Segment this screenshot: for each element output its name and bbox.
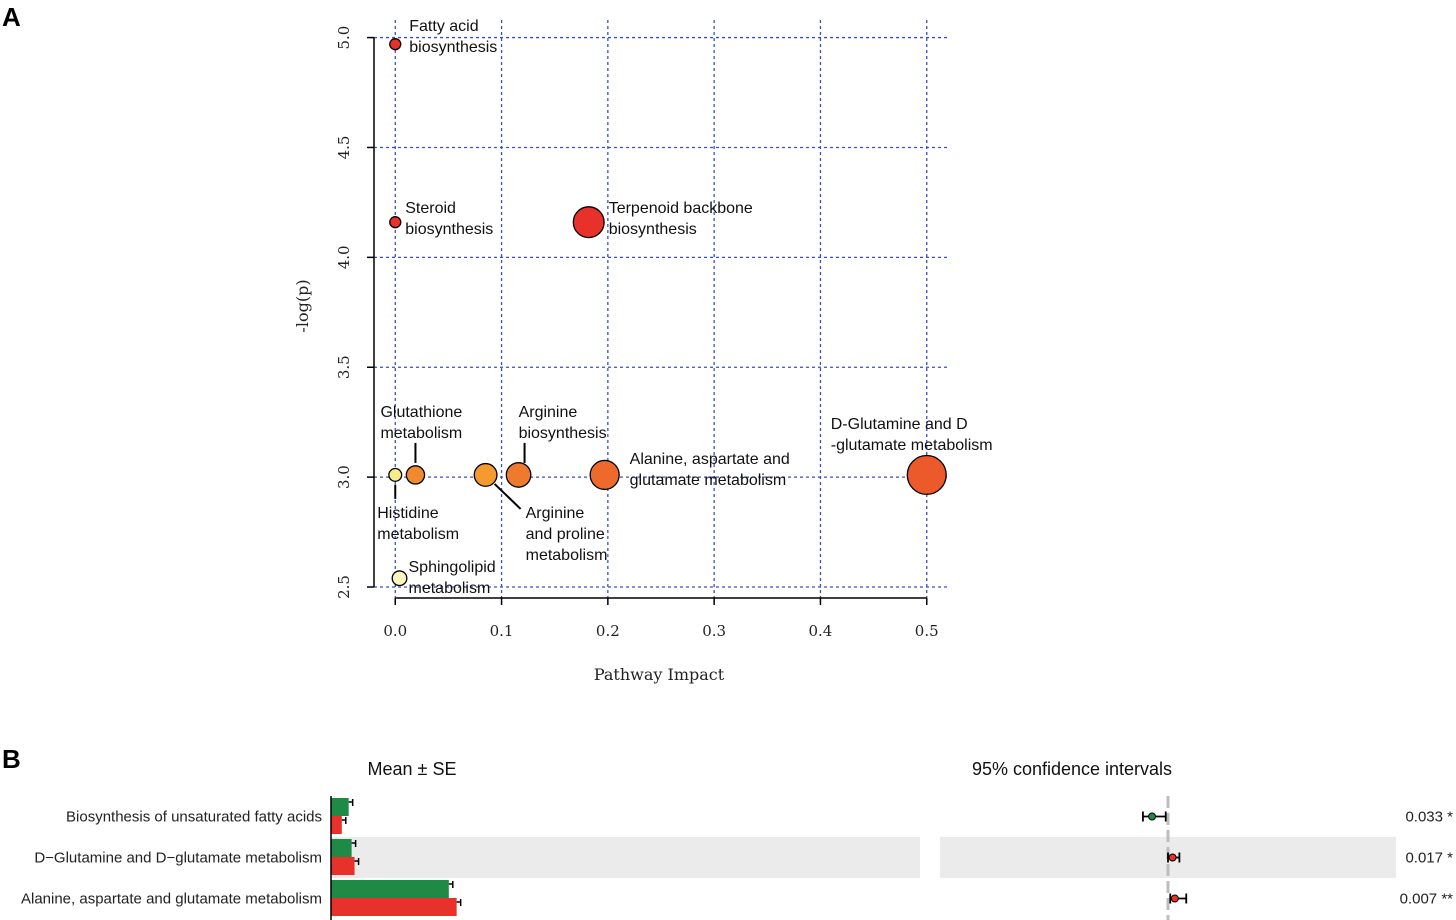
- row-label: Biosynthesis of unsaturated fatty acids: [66, 809, 322, 826]
- bubble-label: Alanine, aspartate and glutamate metaboli…: [630, 451, 790, 489]
- ci-point: [1168, 853, 1177, 862]
- row-label: D−Glutamine and D−glutamate metabolism: [34, 850, 322, 867]
- bubble-label-line: Terpenoid backbone: [609, 200, 753, 217]
- y-tick-label: 4.0: [335, 245, 353, 269]
- bubble-label-line: biosynthesis: [519, 425, 607, 442]
- bubble-label-line: metabolism: [409, 580, 491, 597]
- bubble-point: [389, 38, 402, 51]
- mean-bar: [331, 857, 355, 875]
- ci-point: [1148, 812, 1157, 821]
- bubble-label-line: Fatty acid: [409, 18, 478, 35]
- bubble-point: [388, 467, 403, 482]
- bubble-label: Glutathione metabolism: [380, 404, 462, 442]
- mean-bar: [331, 839, 352, 857]
- bubble-label: Fatty acid biosynthesis: [409, 18, 497, 56]
- y-axis-title: -log(p): [293, 279, 312, 332]
- x-axis-title: Pathway Impact: [594, 665, 725, 684]
- label-leader-line: [493, 483, 522, 510]
- x-tick-label: 0.0: [383, 622, 407, 640]
- bubble-label-line: metabolism: [377, 526, 459, 543]
- x-tick-label: 0.5: [915, 622, 939, 640]
- mean-bar: [331, 816, 342, 834]
- bubble-point: [572, 206, 605, 239]
- y-tick-label: 4.5: [335, 136, 353, 160]
- bubble-label: D-Glutamine and D -glutamate metabolism: [831, 416, 993, 454]
- row-band-left: [331, 837, 920, 878]
- bubble-label-line: biosynthesis: [609, 221, 697, 238]
- row-backgrounds: [331, 837, 1396, 878]
- bubble-label-line: and proline: [526, 526, 605, 543]
- bubble-points: [388, 38, 947, 587]
- p-value-label: 0.017 *: [1405, 850, 1453, 867]
- mean-bar: [331, 798, 349, 816]
- bubble-label-line: biosynthesis: [405, 221, 493, 238]
- x-tick-label: 0.3: [702, 622, 726, 640]
- bubble-point: [405, 465, 426, 485]
- bubble-label-line: Glutathione: [380, 404, 462, 421]
- bubble-label-line: metabolism: [380, 425, 462, 442]
- bubble-label-line: Histidine: [377, 505, 438, 522]
- x-tick-label: 0.1: [490, 622, 514, 640]
- bubble-label-line: glutamate metabolism: [630, 472, 787, 489]
- bubble-label: Terpenoid backbone biosynthesis: [609, 200, 753, 238]
- panel-b-letter: B: [2, 744, 21, 774]
- bubble-point: [906, 454, 947, 496]
- y-tick-label: 5.0: [335, 26, 353, 50]
- bubble-point: [473, 462, 498, 487]
- bubble-point: [391, 570, 408, 587]
- p-value-label: 0.033 *: [1405, 809, 1453, 826]
- ci-header: 95% confidence intervals: [972, 759, 1172, 779]
- bubble-label: Arginine and proline metabolism: [526, 505, 608, 564]
- bubble-point: [589, 459, 620, 491]
- bubble-label-line: Steroid: [405, 200, 456, 217]
- bubble-label: Histidine metabolism: [377, 505, 459, 543]
- confidence-intervals: [1142, 796, 1188, 920]
- bubble-label: Arginine biosynthesis: [519, 404, 607, 442]
- x-tick-label: 0.2: [596, 622, 620, 640]
- bubble-label-line: biosynthesis: [409, 39, 497, 56]
- grid: [374, 20, 948, 598]
- mean-bar: [331, 880, 449, 898]
- bar-ci-chart: Mean ± SE 95% confidence intervals Biosy…: [21, 759, 1453, 920]
- mean-bar: [331, 898, 457, 916]
- row-labels: Biosynthesis of unsaturated fatty acids D…: [21, 809, 322, 908]
- panel-a-letter: A: [2, 2, 21, 32]
- p-value-label: 0.007 **: [1400, 891, 1454, 908]
- bubble-label-line: D-Glutamine and D: [831, 416, 968, 433]
- bubble-label-line: -glutamate metabolism: [831, 437, 993, 454]
- bubble-point: [389, 216, 402, 229]
- p-values: 0.033 * 0.017 * 0.007 **: [1400, 809, 1454, 908]
- bubble-chart: 0.0 0.1 0.2 0.3 0.4 0.5 2.5 3.0 3.5 4.0 4.5 5.0 Fat…: [293, 18, 993, 684]
- bubble-label-line: metabolism: [526, 547, 608, 564]
- axes: 0.0 0.1 0.2 0.3 0.4 0.5 2.5 3.0 3.5 4.0 4.5 5.0: [335, 26, 939, 640]
- row-label: Alanine, aspartate and glutamate metabol…: [21, 891, 322, 908]
- mean-se-header: Mean ± SE: [368, 759, 457, 779]
- bubble-label: Steroid biosynthesis: [405, 200, 493, 238]
- y-tick-label: 3.0: [335, 465, 353, 489]
- bubble-label: Sphingolipid metabolism: [409, 559, 496, 597]
- bubble-labels: Fatty acid biosynthesis Steroid biosynthesi…: [377, 18, 992, 597]
- bubble-label-line: Arginine: [526, 505, 585, 522]
- bubble-label-line: Alanine, aspartate and: [630, 451, 790, 468]
- y-tick-label: 2.5: [335, 575, 353, 599]
- y-tick-label: 3.5: [335, 355, 353, 379]
- bubble-label-line: Sphingolipid: [409, 559, 496, 576]
- bubble-label-line: Arginine: [519, 404, 578, 421]
- bubble-point: [505, 462, 532, 488]
- mean-bars: [330, 796, 462, 920]
- x-tick-label: 0.4: [809, 622, 833, 640]
- ci-point: [1170, 894, 1179, 903]
